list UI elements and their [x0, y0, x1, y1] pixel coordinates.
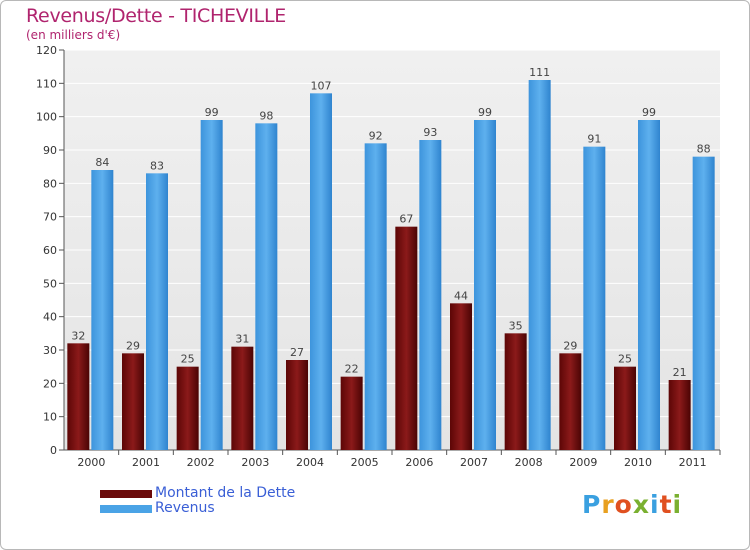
chart-title: Revenus/Dette - TICHEVILLE: [26, 5, 286, 27]
chart-subtitle: (en milliers d'€): [26, 28, 121, 42]
data-label-revenus-2004: 107: [311, 79, 332, 92]
xtick-label-2002: 2002: [187, 456, 215, 469]
logo-letter: t: [659, 490, 673, 519]
bar-debt-2009: [559, 353, 582, 450]
data-label-revenus-2007: 99: [478, 106, 492, 119]
bar-revenus-2008: [528, 80, 551, 450]
xtick-label-2008: 2008: [515, 456, 543, 469]
bar-debt-2001: [122, 353, 144, 450]
xtick-label-2005: 2005: [351, 456, 379, 469]
bar-revenus-2005: [364, 143, 387, 451]
legend-swatch-debt: [100, 490, 152, 498]
xtick-label-2007: 2007: [460, 456, 488, 469]
bar-revenus-2002: [200, 120, 223, 450]
data-label-revenus-2011: 88: [697, 143, 711, 156]
legend-swatch-revenus: [100, 505, 152, 513]
bar-revenus-2003: [255, 123, 278, 450]
legend-label-revenus: Revenus: [155, 500, 215, 516]
ytick-label-0: 0: [50, 444, 57, 457]
logo-letter: r: [601, 490, 615, 519]
ytick-label-110: 110: [36, 77, 57, 90]
bar-debt-2006: [395, 226, 418, 450]
bar-revenus-2006: [419, 140, 442, 450]
xtick-label-2010: 2010: [624, 456, 652, 469]
ytick-label-90: 90: [43, 144, 57, 157]
logo-letter: o: [614, 490, 633, 519]
xtick-label-2011: 2011: [679, 456, 707, 469]
bar-debt-2007: [450, 303, 472, 450]
bar-revenus-2007: [474, 120, 496, 450]
bar-debt-2008: [504, 333, 527, 450]
data-label-debt-2004: 27: [290, 346, 304, 359]
bar-revenus-2004: [310, 93, 332, 450]
data-label-debt-2006: 67: [399, 213, 413, 226]
xtick-label-2003: 2003: [241, 456, 269, 469]
bar-revenus-2000: [91, 170, 114, 450]
xtick-label-2009: 2009: [569, 456, 597, 469]
ytick-label-60: 60: [43, 244, 57, 257]
logo-letter: P: [582, 490, 602, 519]
data-label-revenus-2001: 83: [150, 159, 164, 172]
xtick-label-2001: 2001: [132, 456, 160, 469]
bar-debt-2005: [340, 376, 363, 450]
bar-debt-2003: [231, 346, 254, 450]
bar-debt-2010: [614, 366, 636, 450]
data-label-debt-2007: 44: [454, 289, 468, 302]
xtick-label-2004: 2004: [296, 456, 324, 469]
logo-letter: x: [632, 490, 650, 519]
ytick-label-10: 10: [43, 411, 57, 424]
xtick-label-2000: 2000: [77, 456, 105, 469]
bar-debt-2011: [668, 380, 691, 450]
ytick-label-100: 100: [36, 111, 57, 124]
data-label-debt-2008: 35: [509, 319, 523, 332]
data-label-revenus-2010: 99: [642, 106, 656, 119]
bar-debt-2000: [67, 343, 90, 450]
data-label-debt-2003: 31: [235, 333, 249, 346]
data-label-revenus-2005: 92: [369, 129, 383, 142]
data-label-revenus-2003: 98: [259, 109, 273, 122]
data-label-revenus-2000: 84: [95, 156, 109, 169]
bar-debt-2002: [176, 366, 199, 450]
data-label-debt-2011: 21: [673, 366, 687, 379]
bar-revenus-2009: [583, 146, 606, 450]
data-label-debt-2000: 32: [71, 329, 85, 342]
data-label-debt-2005: 22: [345, 363, 359, 376]
ytick-label-50: 50: [43, 277, 57, 290]
ytick-label-20: 20: [43, 377, 57, 390]
ytick-label-120: 120: [36, 44, 57, 57]
ytick-label-40: 40: [43, 311, 57, 324]
data-label-debt-2009: 29: [563, 339, 577, 352]
proxiti-logo: Proxiti: [582, 490, 682, 519]
ytick-label-80: 80: [43, 177, 57, 190]
bar-revenus-2010: [638, 120, 660, 450]
data-label-revenus-2002: 99: [205, 106, 219, 119]
bar-debt-2004: [286, 360, 308, 450]
logo-letter: i: [672, 490, 683, 519]
data-label-revenus-2009: 91: [587, 133, 601, 146]
ytick-label-70: 70: [43, 211, 57, 224]
logo-letter: i: [650, 490, 660, 519]
xtick-label-2006: 2006: [405, 456, 433, 469]
legend-label-debt: Montant de la Dette: [155, 485, 296, 501]
data-label-revenus-2008: 111: [529, 66, 550, 79]
data-label-debt-2001: 29: [126, 339, 140, 352]
data-label-revenus-2006: 93: [423, 126, 437, 139]
data-label-debt-2002: 25: [181, 353, 195, 366]
ytick-label-30: 30: [43, 344, 57, 357]
bar-revenus-2011: [692, 156, 715, 450]
bar-revenus-2001: [146, 173, 168, 451]
data-label-debt-2010: 25: [618, 353, 632, 366]
